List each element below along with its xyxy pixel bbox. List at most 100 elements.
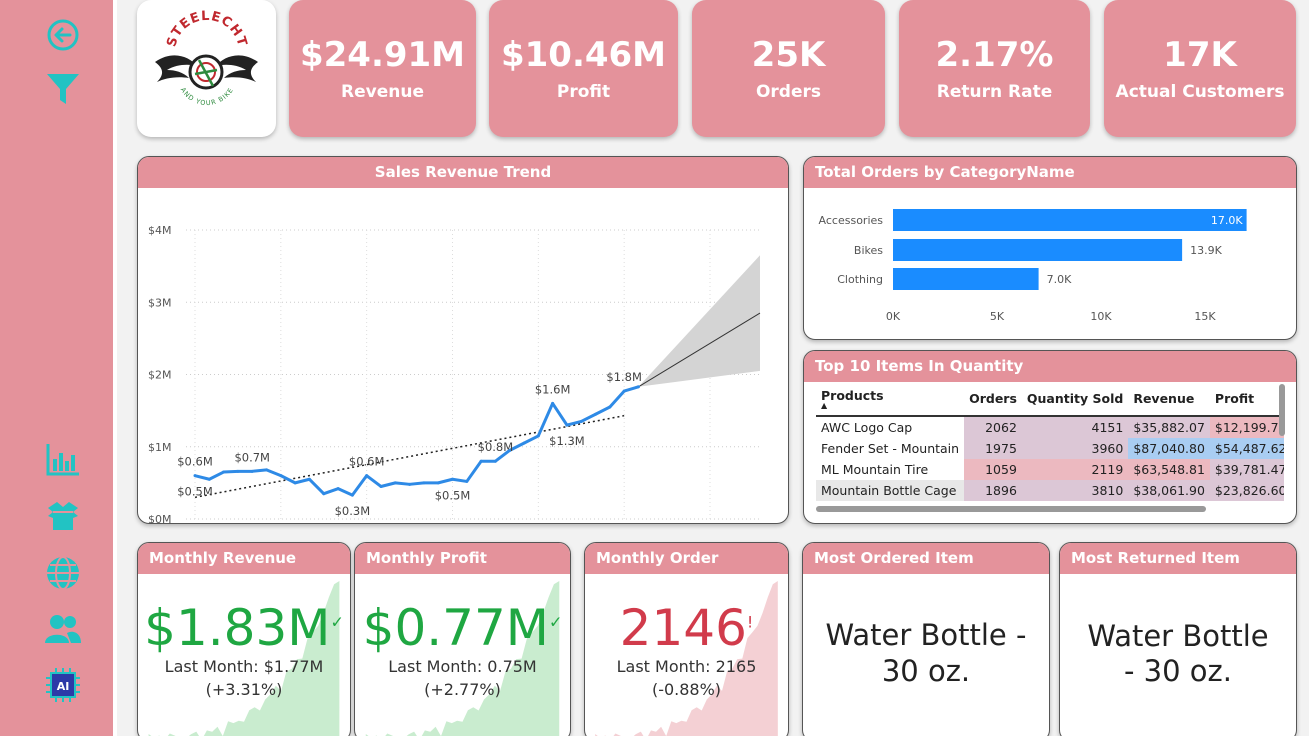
brand-name: STEELECHT [164,9,248,49]
monthly-profit-sparkline [365,581,560,736]
kpi-value: $24.91M [299,35,466,75]
data-point [508,448,512,452]
sparkline-area [148,581,340,736]
table-cell: $54,487.62 [1209,438,1284,459]
monthly-order-card: Monthly Order 2146! Last Month: 2165 (-0… [584,542,789,736]
col-profit[interactable]: Profit [1209,384,1284,417]
brand-logo-card: STEELECHT AND YOUR BIKE [137,0,276,137]
table-cell: $23,826.60 [1209,480,1284,501]
table-row[interactable]: AWC Logo Cap 2062 4151 $35,882.07 $12,199.79 [816,416,1284,438]
data-point [293,481,297,485]
data-point [393,481,397,485]
category-bar [893,209,1247,231]
table-row[interactable]: ML Mountain Tire 1059 2119 $63,548.81 $39,78… [816,459,1284,480]
orders-category-chart[interactable]: 0K 5K 10K 15K Accessories 17.0K Bikes 13.9K Clot… [804,188,1296,339]
table-cell: $35,882.07 [1128,416,1210,438]
package-icon[interactable] [44,497,82,535]
data-point [465,479,469,483]
table-cell: Fender Set - Mountain [816,438,965,459]
category-label: Accessories [819,214,884,227]
value-label: 7.0K [1047,273,1072,286]
table-row[interactable]: Fender Set - Mountain 1975 3960 $87,040.80 $… [816,438,1284,459]
sales-trend-card: Sales Revenue Trend $4M$3M$2M$1M$0MJan 2… [137,156,789,524]
status-check-icon: ✓ [548,612,563,632]
col-orders[interactable]: Orders [964,384,1022,417]
orders-category-card: Total Orders by CategoryName 0K 5K 10K 15K A… [803,156,1297,340]
most-ordered-card: Most Ordered Item Water Bottle - 30 oz. [802,542,1050,736]
monthly-revenue-sparkline [148,581,340,736]
kpi-profit-card: $10.46M Profit [489,0,678,137]
data-point [236,469,240,473]
kpi-label: Actual Customers [1115,82,1285,102]
category-bar [893,268,1039,290]
col-quantity[interactable]: Quantity Sold [1021,384,1129,417]
filter-icon[interactable] [44,70,82,108]
data-point [493,459,497,463]
sales-trend-chart[interactable]: $4M$3M$2M$1M$0MJan 2020Jul 2020Jan 2021J… [138,188,788,523]
svg-text:STEELECHT: STEELECHT [164,9,249,49]
forecast-line [638,312,761,388]
most-returned-card: Most Returned Item Water Bottle - 30 oz. [1059,542,1297,736]
data-label: $0.5M [435,488,471,502]
monthly-order-sparkline [595,581,778,736]
data-point [551,401,555,405]
data-point [307,477,311,481]
value-label: 17.0K [1211,214,1243,227]
data-point [322,492,326,496]
table-cell: $63,548.81 [1128,459,1210,480]
table-row[interactable]: Mountain Bottle Cage 1896 3810 $38,061.90 $2… [816,480,1284,501]
kpi-label: Orders [755,82,822,102]
sort-desc-icon: ▲ [821,401,828,410]
revenue-series-line [194,385,639,497]
col-label: Products [821,388,884,403]
globe-icon[interactable] [44,554,82,592]
monthly-revenue-card: Monthly Revenue $1.83M✓ Last Month: $1.7… [137,542,351,736]
category-label: Clothing [837,273,883,286]
data-point [379,484,383,488]
table-cell: AWC Logo Cap [816,416,965,438]
customers-icon[interactable] [44,610,82,648]
table-cell: $39,781.47 [1209,459,1284,480]
horizontal-scrollbar[interactable] [816,506,1206,512]
data-label: $0.6M [177,455,213,469]
monthly-profit-card: Monthly Profit $0.77M✓ Last Month: 0.75M… [354,542,571,736]
last-month-text: Last Month: 2165 [616,657,757,676]
most-ordered-line2: 30 oz. [881,654,971,688]
ai-chip-icon[interactable]: AI [44,666,82,704]
col-products[interactable]: Products ▲ [816,384,965,417]
kpi-label: Return Rate [936,82,1053,102]
data-point [479,459,483,463]
data-point [265,468,269,472]
bar-chart-icon[interactable] [44,440,82,478]
kpi-orders-card: 25K Orders [692,0,885,137]
table-cell: $38,061.90 [1128,480,1210,501]
monthly-revenue-value: $1.83M✓ [138,603,350,653]
back-arrow-icon[interactable] [44,16,82,54]
data-point [436,481,440,485]
vertical-scrollbar[interactable] [1279,384,1285,436]
table-cell: 3810 [1021,480,1129,501]
table-cell: 1975 [964,438,1022,459]
top10-table-wrap: Products ▲ Orders Quantity Sold Revenue P… [816,384,1284,506]
most-ordered-line1: Water Bottle - [825,618,1027,652]
sidebar: AI [0,0,117,736]
kpi-return-rate-card: 2.17% Return Rate [899,0,1090,137]
status-check-icon: ✓ [330,612,344,632]
x-tick-label: 0K [886,310,901,323]
y-tick-label: $1M [148,441,172,454]
kpi-value: 17K [1163,35,1237,75]
data-point [193,474,197,478]
col-revenue[interactable]: Revenue [1128,384,1210,417]
table-cell: 2119 [1021,459,1129,480]
value-text: 2146 [619,599,747,657]
kpi-value: $10.46M [500,35,667,75]
most-ordered-title: Most Ordered Item [803,543,1049,574]
data-point [636,385,640,389]
data-point [608,405,612,409]
data-point [350,493,354,497]
data-point [222,470,226,474]
data-label: $0.3M [335,504,371,518]
data-label: $0.8M [478,440,514,454]
data-point [207,477,211,481]
